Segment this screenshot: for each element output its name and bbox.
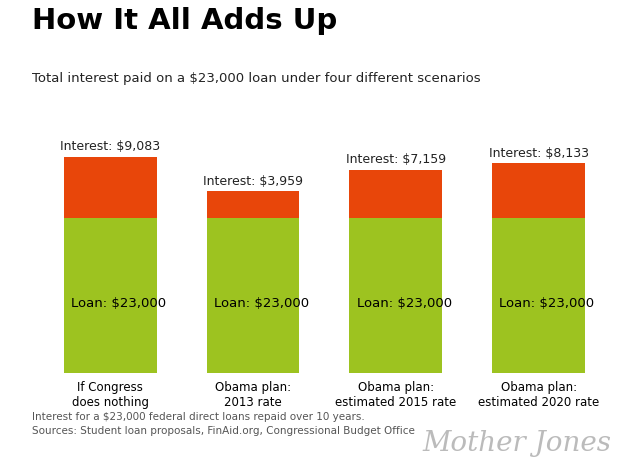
Bar [492,163,585,218]
Text: Interest: $3,959: Interest: $3,959 [203,175,303,188]
Text: How It All Adds Up: How It All Adds Up [32,7,337,35]
Bar [207,192,299,218]
Text: Interest: $8,133: Interest: $8,133 [489,147,588,160]
Bar [350,170,442,218]
Bar [64,218,157,373]
Text: Loan: $23,000: Loan: $23,000 [214,297,309,309]
Text: Interest: $9,083: Interest: $9,083 [60,140,160,153]
Text: Interest for a $23,000 federal direct loans repaid over 10 years.
Sources: Stude: Interest for a $23,000 federal direct lo… [32,412,415,437]
Text: Loan: $23,000: Loan: $23,000 [357,297,452,309]
Text: Mother Jones: Mother Jones [422,430,611,457]
Text: Interest: $7,159: Interest: $7,159 [346,153,446,166]
Text: Loan: $23,000: Loan: $23,000 [500,297,595,309]
Text: Loan: $23,000: Loan: $23,000 [71,297,166,309]
Bar [492,218,585,373]
Bar [64,157,157,218]
Text: Total interest paid on a $23,000 loan under four different scenarios: Total interest paid on a $23,000 loan un… [32,72,480,85]
Bar [350,218,442,373]
Bar [207,218,299,373]
